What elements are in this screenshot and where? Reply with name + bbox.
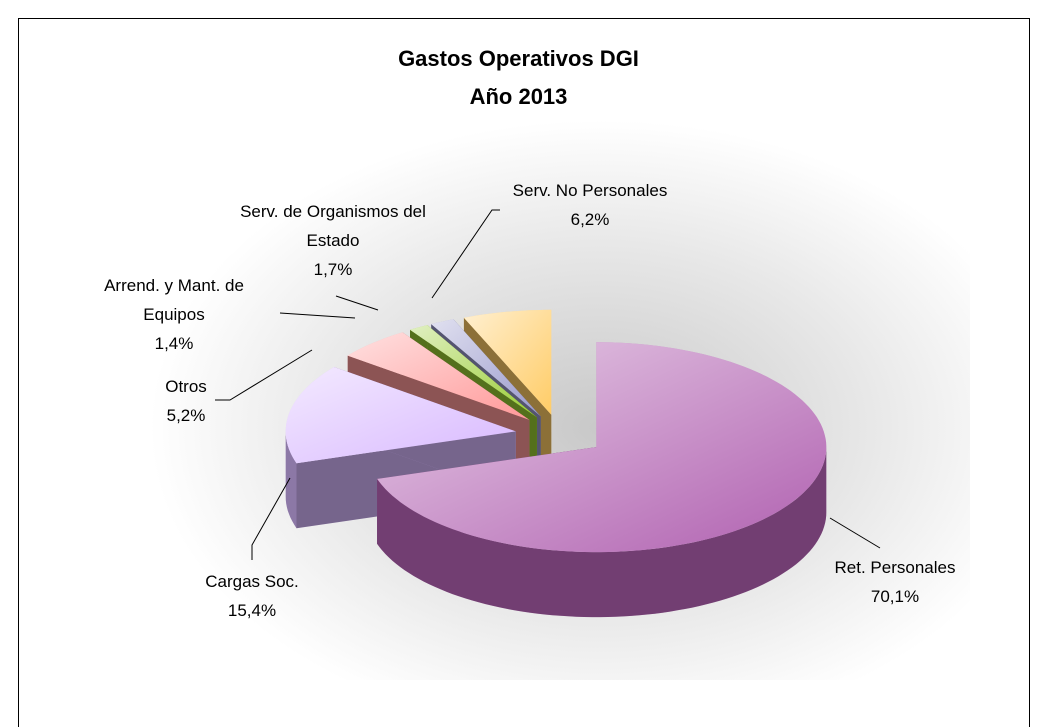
category-label: Ret. Personales — [834, 558, 956, 577]
slice-highlight — [431, 319, 541, 417]
slice-highlight — [285, 367, 516, 464]
pie — [285, 309, 827, 618]
leader-line — [279, 312, 356, 319]
leader-lines — [215, 209, 881, 560]
category-label: Otros — [165, 377, 207, 396]
data-label: Serv. de Organismos del Estado 1,7% — [228, 197, 438, 284]
data-label: Cargas Soc. 15,4% — [172, 567, 332, 625]
value-label: 1,7% — [313, 260, 353, 279]
leader-line — [215, 349, 313, 401]
data-label: Ret. Personales 70,1% — [795, 553, 995, 611]
value-label: 15,4% — [227, 601, 277, 620]
slice-shade — [377, 447, 827, 618]
leader-line — [829, 517, 881, 549]
leader-line — [251, 477, 291, 560]
slice-highlight — [377, 342, 827, 553]
value-label: 1,4% — [154, 334, 194, 353]
chart-title: Gastos Operativos DGI — [398, 46, 639, 71]
slice-shade — [285, 431, 297, 529]
data-label: Serv. No Personales 6,2% — [480, 176, 700, 234]
slice-highlight — [410, 325, 537, 418]
data-label: Arrend. y Mant. de Equipos 1,4% — [84, 271, 264, 358]
leader-line — [431, 209, 500, 299]
slice-side — [285, 431, 297, 529]
value-label: 6,2% — [570, 210, 610, 229]
slice-highlight — [463, 309, 552, 415]
data-label: Otros 5,2% — [126, 372, 246, 430]
category-label: Serv. No Personales — [512, 181, 668, 200]
slice-side — [377, 447, 827, 618]
category-label: Serv. de Organismos del Estado — [240, 202, 426, 250]
category-label: Cargas Soc. — [205, 572, 299, 591]
category-label: Arrend. y Mant. de Equipos — [104, 276, 244, 324]
slice-highlight — [347, 332, 530, 420]
leader-line — [335, 295, 379, 311]
value-label: 70,1% — [870, 587, 920, 606]
value-label: 5,2% — [166, 406, 206, 425]
chart-subtitle: Año 2013 — [469, 84, 568, 109]
